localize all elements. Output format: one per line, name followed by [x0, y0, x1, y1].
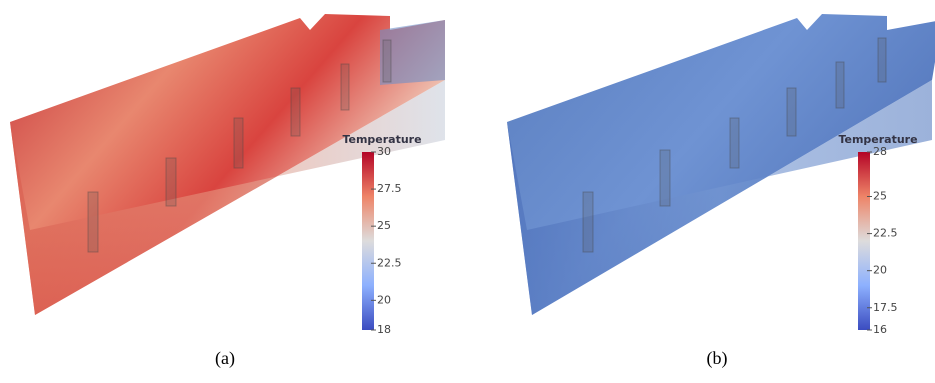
pillar	[877, 37, 887, 83]
pillar	[786, 87, 797, 137]
colorbar-tick-label: 22.5	[873, 227, 898, 240]
colorbar-tick-label: 22.5	[377, 256, 402, 269]
render-b	[507, 14, 935, 315]
colorbar-tick-label: 20	[873, 264, 887, 277]
colorbar	[362, 152, 374, 330]
pillar	[582, 191, 594, 253]
colorbar-tick-label: 17.5	[873, 301, 898, 314]
channel-front	[507, 80, 932, 315]
pillar	[165, 157, 177, 207]
channel-front	[10, 80, 445, 315]
colorbar-tick-label: 30	[377, 145, 391, 158]
colorbar-tick-label: 27.5	[377, 182, 402, 195]
colorbar	[858, 152, 870, 330]
colorbar-tick-label: 18	[377, 323, 391, 336]
render-a	[10, 14, 445, 315]
colorbar-tick-label: 25	[873, 190, 887, 203]
colorbar-tick-label: 28	[873, 145, 887, 158]
colorbar-tick-label: 16	[873, 323, 887, 336]
pillar	[233, 117, 244, 169]
outlet	[380, 20, 445, 85]
pillar	[87, 191, 99, 253]
pillar	[382, 39, 392, 83]
colorbar-title: Temperature	[838, 133, 917, 146]
pillar	[659, 149, 671, 207]
caption: (a)	[215, 348, 235, 369]
pillar	[835, 61, 845, 109]
pillar	[729, 117, 740, 169]
pillar	[340, 63, 350, 111]
pillar	[290, 87, 301, 137]
colorbar-tick-label: 20	[377, 293, 391, 306]
caption: (b)	[707, 348, 728, 369]
colorbar-title: Temperature	[342, 133, 421, 146]
colorbar-tick-label: 25	[377, 219, 391, 232]
